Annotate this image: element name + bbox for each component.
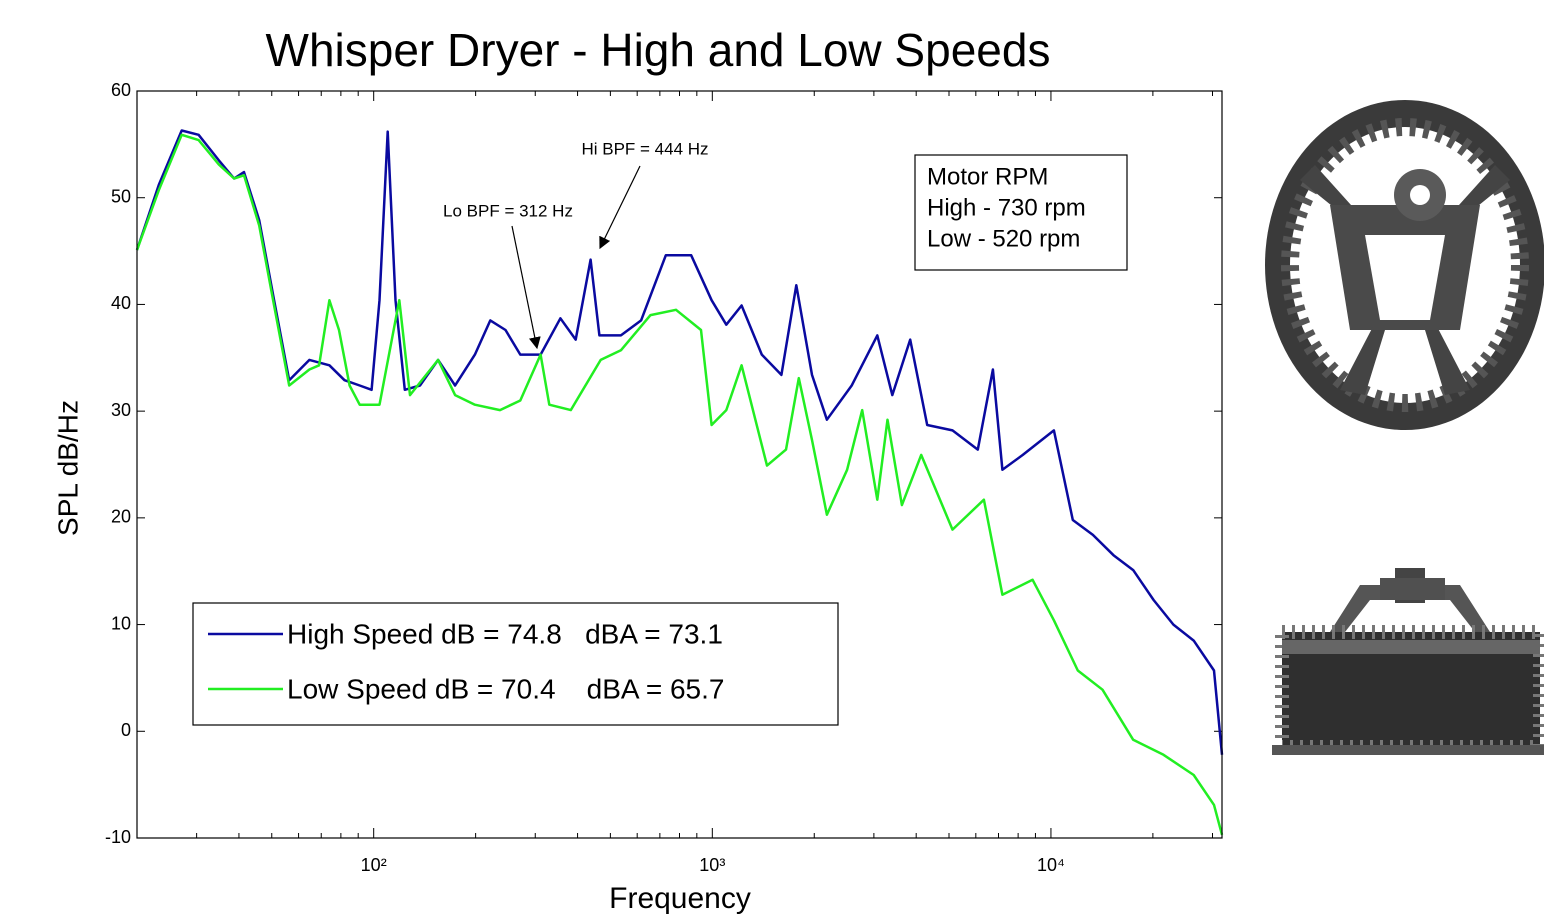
y-tick-label: 20	[111, 507, 131, 527]
y-tick-label: 10	[111, 613, 131, 633]
info-text: Low - 520 rpm	[927, 225, 1080, 252]
series-line	[135, 133, 1224, 836]
plot-frame	[136, 90, 1223, 839]
info-text: High - 730 rpm	[927, 194, 1086, 221]
x-tick-label: 10²	[361, 855, 387, 875]
fan-side-view	[1272, 568, 1544, 755]
info-box	[914, 154, 1128, 271]
y-axis-label: SPL dB/Hz	[52, 400, 83, 536]
annotation: Hi BPF = 444 Hz	[581, 139, 708, 158]
x-tick-label: 10³	[699, 855, 725, 875]
series-line	[135, 129, 1224, 755]
y-tick-label: 30	[111, 400, 131, 420]
fan-top-view	[1265, 100, 1544, 430]
annotation-arrow	[511, 225, 541, 350]
annotation-arrow	[599, 165, 641, 250]
legend-label: Low Speed dB = 70.4 dBA = 65.7	[287, 673, 724, 704]
y-tick-label: 50	[111, 186, 131, 206]
y-tick-label: 60	[111, 80, 131, 100]
x-axis-label: Frequency	[609, 882, 751, 915]
legend-label: High Speed dB = 74.8 dBA = 73.1	[287, 618, 723, 649]
legend-box	[192, 602, 839, 726]
annotation: Lo BPF = 312 Hz	[443, 201, 573, 220]
y-tick-label: 0	[121, 720, 131, 740]
y-tick-label: 40	[111, 293, 131, 313]
chart-title: Whisper Dryer - High and Low Speeds	[266, 24, 1051, 76]
info-text: Motor RPM	[927, 163, 1048, 190]
x-tick-label: 10⁴	[1037, 855, 1065, 875]
plot-area: -10 0 10 20 30 40 50 60 10² 10³ 10⁴ Lo BPF = 312 Hz…	[105, 80, 1224, 875]
y-tick-label: -10	[105, 827, 131, 847]
